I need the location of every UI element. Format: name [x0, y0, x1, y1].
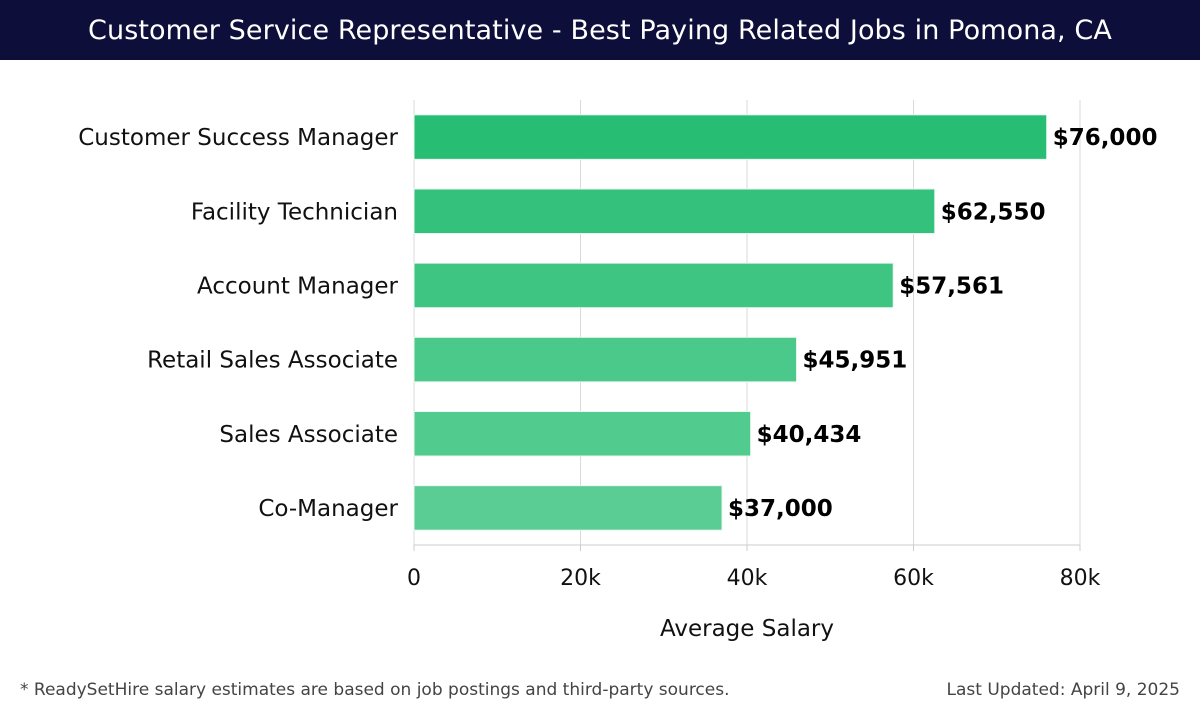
x-tick-label: 60k	[893, 566, 934, 591]
category-label: Sales Associate	[219, 422, 398, 448]
x-tick-label: 20k	[560, 566, 601, 591]
value-label: $62,550	[941, 199, 1046, 225]
title-bar: Customer Service Representative - Best P…	[0, 0, 1200, 60]
last-updated: Last Updated: April 9, 2025	[946, 680, 1180, 700]
footer-note: * ReadySetHire salary estimates are base…	[20, 680, 730, 700]
x-tick-label: 0	[407, 566, 421, 591]
bar	[413, 262, 894, 309]
bar	[413, 336, 798, 383]
category-label: Account Manager	[197, 273, 399, 299]
x-tick-label: 80k	[1060, 566, 1101, 591]
category-label: Customer Success Manager	[78, 125, 398, 151]
chart-title: Customer Service Representative - Best P…	[88, 14, 1112, 46]
x-axis-title: Average Salary	[660, 616, 834, 642]
value-label: $57,561	[899, 273, 1004, 299]
bar	[413, 485, 723, 531]
bar	[413, 411, 752, 457]
value-label: $76,000	[1053, 125, 1158, 151]
category-label: Co-Manager	[258, 496, 398, 522]
bar	[413, 188, 936, 234]
category-label: Retail Sales Associate	[147, 348, 398, 374]
value-label: $40,434	[757, 422, 862, 448]
category-label: Facility Technician	[191, 199, 398, 225]
value-label: $45,951	[803, 348, 908, 374]
bar	[413, 114, 1048, 160]
x-tick-label: 40k	[727, 566, 768, 591]
value-label: $37,000	[728, 496, 833, 522]
